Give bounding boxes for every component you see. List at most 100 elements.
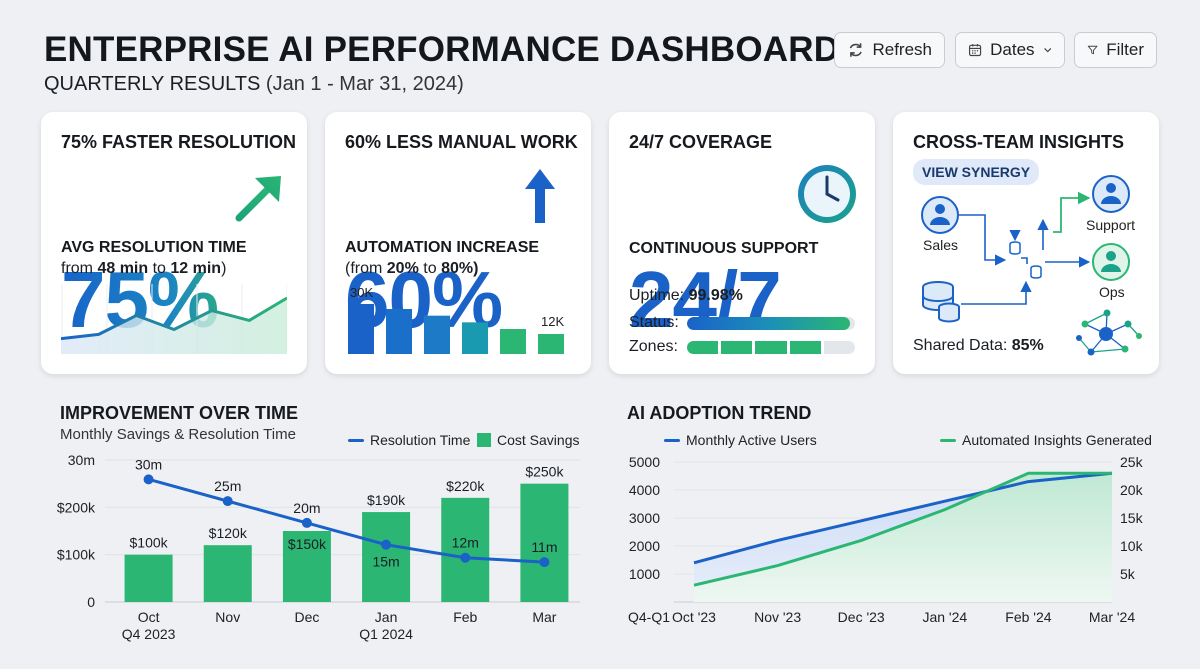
legend-line-swatch	[664, 438, 680, 442]
metric-detail: (from 20% to 80%)	[345, 260, 479, 277]
card-faster-resolution: 75% FASTER RESOLUTION 75% AVG RESOLUTION…	[41, 112, 307, 374]
x-tick-label: Oct	[138, 609, 160, 625]
x-tick-label: Dec '23	[838, 609, 885, 625]
y-left-tick-label: 3000	[629, 510, 660, 526]
automation-bar	[348, 304, 374, 354]
resolution-time-line	[148, 477, 545, 564]
network-graph-icon	[1076, 309, 1142, 356]
arrow-up-icon	[525, 169, 555, 223]
bar-value-label: $150k	[288, 536, 327, 552]
database-icon	[922, 281, 960, 323]
line-value-label: 11m	[531, 539, 557, 555]
zones-bar	[687, 341, 856, 354]
metric-label: CONTINUOUS SUPPORT	[629, 240, 819, 257]
line-value-label: 25m	[214, 478, 241, 494]
resolution-time-point	[222, 496, 233, 507]
x-tick-label: Feb	[453, 609, 477, 625]
zone-segment	[823, 341, 856, 354]
resolution-sparkline	[61, 284, 287, 354]
x-tick-label: Dec	[294, 609, 319, 625]
legend-label: Cost Savings	[497, 432, 580, 448]
card-less-manual-work: 60% LESS MANUAL WORK 60% AUTOMATION INCR…	[325, 112, 591, 374]
automation-bar	[500, 329, 526, 354]
y-right-tick-label: 10k	[1120, 538, 1144, 554]
database-icon	[1009, 241, 1042, 279]
sparkline-line	[61, 296, 287, 341]
x-extra-label: Q4-Q1	[628, 609, 670, 625]
improvement-subtitle: Monthly Savings & Resolution Time	[60, 426, 296, 443]
x-tick-label: Oct '23	[672, 609, 716, 625]
resolution-time-point	[143, 474, 154, 485]
dates-label: Dates	[990, 40, 1035, 59]
insights-line	[693, 471, 1112, 587]
metric-label: AUTOMATION INCREASE	[345, 239, 540, 256]
calendar-icon	[968, 44, 982, 57]
legend-label: Monthly Active Users	[686, 432, 817, 448]
card-title: 60% LESS MANUAL WORK	[345, 132, 578, 152]
resolution-time-point	[381, 539, 392, 550]
y-right-tick-label: 5k	[1120, 566, 1136, 582]
legend-monthly-active-users: Monthly Active Users	[664, 432, 817, 448]
clock-icon	[798, 165, 856, 223]
subtitle-range: (Jan 1 - Mar 31, 2024)	[265, 73, 464, 95]
legend-label: Automated Insights Generated	[962, 432, 1152, 448]
legend-bar-swatch	[477, 433, 491, 447]
cost-savings-bar	[124, 554, 173, 602]
resolution-time-point	[460, 552, 471, 563]
x-tick-label: Jan '24	[922, 609, 967, 625]
refresh-button[interactable]: Refresh	[834, 32, 945, 68]
automation-bar-chart: 30K 12K	[348, 285, 564, 354]
bar-value-label: $220k	[446, 478, 485, 494]
sparkline-area	[61, 298, 287, 354]
uptime-row: Uptime: 99.98%	[629, 287, 743, 304]
legend-label: Resolution Time	[370, 432, 471, 448]
legend-cost-savings: Cost Savings	[477, 432, 579, 448]
insights-area	[694, 473, 1112, 602]
filter-icon	[1087, 45, 1098, 55]
bar-value-label: $120k	[209, 525, 248, 541]
zone-segment	[687, 341, 719, 354]
bar-top-label: 30K	[350, 285, 373, 300]
line-value-label: 12m	[452, 535, 479, 551]
adoption-chart: 1000 5k 2000 10k 3000 15k 4000 20k 5000 25k Q4-Q1 O…	[628, 454, 1144, 625]
x-tick-label: Mar	[532, 609, 556, 625]
user-icon	[1092, 175, 1130, 213]
y-left-tick-label: 4000	[629, 482, 660, 498]
card-coverage: 24/7 COVERAGE 24/7 CONTINUOUS SUPPORT Up…	[609, 112, 875, 374]
y-left-tick-label: 1000	[629, 566, 660, 582]
y-tick-label: $200k	[57, 499, 96, 515]
node-support-label: Support	[1086, 217, 1135, 233]
refresh-icon	[849, 43, 862, 57]
x-tick-sublabel: Q1 2024	[359, 626, 413, 642]
improvement-title: IMPROVEMENT OVER TIME	[60, 403, 299, 423]
legend-resolution-time: Resolution Time	[348, 432, 470, 448]
cost-savings-bar	[203, 545, 252, 602]
x-tick-label: Feb '24	[1005, 609, 1051, 625]
line-value-label: 30m	[135, 456, 162, 472]
x-tick-label: Mar '24	[1089, 609, 1135, 625]
line-value-label: 15m	[372, 554, 399, 570]
bar-value-label: $100k	[130, 535, 169, 551]
cost-savings-bar	[520, 483, 569, 602]
page-subtitle: QUARTERLY RESULTS (Jan 1 - Mar 31, 2024)	[44, 73, 464, 96]
filter-button[interactable]: Filter	[1074, 32, 1157, 68]
legend-line-swatch	[940, 438, 956, 442]
users-line	[693, 471, 1113, 565]
legend-automated-insights: Automated Insights Generated	[940, 432, 1152, 448]
trend-up-arrow-icon	[235, 176, 281, 222]
legend-line-swatch	[348, 438, 364, 442]
zone-segment	[789, 341, 821, 354]
zone-segment	[755, 341, 787, 354]
dates-dropdown[interactable]: Dates	[955, 32, 1065, 68]
view-synergy-button[interactable]: VIEW SYNERGY	[913, 159, 1040, 185]
refresh-label: Refresh	[872, 40, 932, 59]
y-tick-label: 0	[87, 594, 95, 610]
status-label: Status:	[629, 314, 679, 331]
y-tick-label: $100k	[57, 547, 96, 563]
cost-savings-bar	[441, 497, 490, 602]
zones-label: Zones:	[629, 338, 678, 355]
card-cross-team-insights: CROSS-TEAM INSIGHTS VIEW SYNERGY Sales S…	[893, 112, 1159, 374]
y-left-tick-label: 2000	[629, 538, 660, 554]
automation-bar	[538, 334, 564, 354]
metric-detail: from 48 min to 12 min)	[61, 260, 227, 277]
